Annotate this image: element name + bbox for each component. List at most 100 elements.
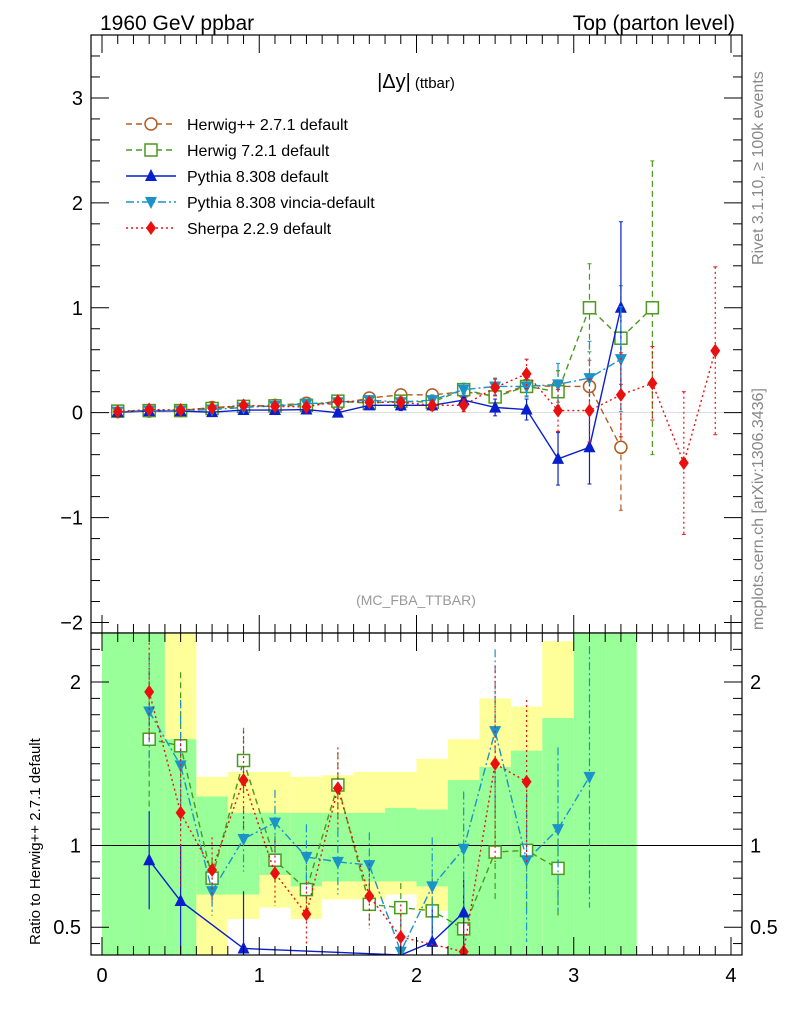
ratio-data-point	[395, 930, 406, 945]
legend-marker	[144, 117, 158, 131]
main-data-point	[269, 399, 280, 414]
x-tick-label: 1	[254, 965, 265, 987]
main-data-point	[582, 301, 597, 315]
main-title-main: |Δy|	[377, 71, 411, 93]
ratio-series-line	[148, 711, 591, 954]
ratio-data-point	[175, 805, 186, 820]
main-data-point	[395, 395, 406, 410]
main-y-tick-label: 1	[72, 298, 83, 320]
ratio-data-point	[143, 853, 156, 866]
ratio-data-point	[143, 706, 156, 719]
main-panel: −2 −1 0 1 2 3 |Δy| (ttbar) (MC_FBA_TTBAR) Herw…	[60, 34, 743, 635]
main-data-point	[615, 387, 626, 402]
main-y-tick-label: −1	[60, 508, 83, 530]
x-tick-label: 2	[411, 965, 422, 987]
ratio-data-point	[300, 851, 313, 864]
main-data-point	[710, 343, 721, 358]
ratio-series-clip	[142, 642, 596, 955]
legend: Herwig++ 2.7.1 default Herwig 7.2.1 defau…	[126, 117, 375, 238]
main-data-point	[552, 379, 565, 392]
main-data-point	[584, 403, 595, 418]
main-series-0	[110, 359, 628, 511]
ratio-data-point	[206, 886, 219, 899]
main-data-point	[144, 402, 155, 417]
main-y-tick-label: 3	[72, 88, 83, 110]
ratio-data-point	[363, 860, 376, 873]
ratio-ticks: 0.5 0.5 1 1 2 2 0 1 2 3 4	[53, 633, 778, 987]
main-series-4	[112, 266, 721, 535]
main-data-point	[520, 381, 533, 394]
main-data-point	[489, 400, 502, 413]
legend-marker	[144, 143, 158, 157]
legend-entry-0: Herwig++ 2.7.1 default	[126, 117, 349, 134]
legend-label: Pythia 8.308 default	[187, 169, 329, 186]
main-data-point	[553, 403, 564, 418]
main-data-point	[645, 301, 660, 315]
main-data-point	[364, 395, 375, 410]
legend-label: Herwig++ 2.7.1 default	[187, 117, 349, 134]
main-data-point	[458, 398, 469, 413]
x-tick-label: 0	[96, 965, 107, 987]
mcplots-reference-label: mcplots.cern.ch [arXiv:1306.3436]	[750, 388, 767, 630]
ratio-data-point	[394, 900, 408, 915]
main-data-point	[614, 354, 627, 367]
ratio-data-point	[174, 894, 187, 907]
main-series-line	[117, 350, 716, 466]
main-data-point	[332, 394, 343, 409]
ratio-green-band	[385, 807, 417, 882]
main-data-point	[614, 440, 628, 455]
legend-entry-2: Pythia 8.308 default	[126, 169, 329, 186]
ratio-panel: 0.5 0.5 1 1 2 2 0 1 2 3 4 Ratio to Herwig++ 2.7.1 …	[27, 632, 778, 987]
legend-entry-3: Pythia 8.308 vincia-default	[126, 195, 375, 212]
main-series-line	[117, 306, 653, 412]
legend-marker	[145, 197, 157, 209]
ratio-data-point	[457, 905, 470, 918]
ratio-data-point	[490, 756, 501, 771]
rivet-version-label: Rivet 3.1.10, ≥ 100k events	[750, 71, 767, 265]
ratio-data-point	[237, 833, 250, 846]
ratio-data-point	[521, 774, 532, 789]
main-series-layer	[110, 160, 721, 535]
ratio-green-band	[542, 717, 574, 955]
main-data-point	[331, 405, 344, 418]
main-data-point	[647, 376, 658, 391]
main-data-point	[520, 402, 533, 415]
ratio-series-layer	[142, 642, 596, 955]
main-data-point	[583, 440, 596, 453]
x-tick-label: 4	[725, 965, 736, 987]
main-data-point	[112, 404, 123, 419]
legend-entry-4: Sherpa 2.2.9 default	[126, 221, 332, 238]
legend-entry-1: Herwig 7.2.1 default	[126, 143, 330, 160]
ratio-data-point	[174, 760, 187, 773]
main-data-point	[490, 380, 501, 395]
main-title: |Δy| (ttbar)	[377, 71, 455, 93]
main-series-line	[117, 307, 622, 460]
ratio-y-tick-label-left: 1	[70, 835, 81, 857]
ratio-y-tick-label-right: 0.5	[750, 917, 778, 939]
legend-marker	[146, 221, 156, 235]
main-data-point	[207, 400, 218, 415]
ratio-data-point	[207, 863, 218, 878]
ratio-data-point	[364, 889, 375, 904]
ratio-y-tick-label-left: 0.5	[53, 917, 81, 939]
main-data-point	[521, 366, 532, 381]
ratio-data-point	[552, 824, 565, 837]
main-watermark: (MC_FBA_TTBAR)	[356, 592, 476, 608]
main-data-point	[238, 398, 249, 413]
ratio-data-point	[238, 773, 249, 788]
ratio-data-point	[426, 881, 439, 894]
main-data-point	[427, 398, 438, 413]
ratio-ylabel: Ratio to Herwig++ 2.7.1 default	[27, 737, 44, 945]
main-data-point	[678, 456, 689, 471]
ratio-data-point	[457, 843, 470, 856]
ratio-y-tick-label-left: 2	[70, 672, 81, 694]
ratio-y-tick-label-right: 1	[750, 835, 761, 857]
main-data-point	[301, 399, 312, 414]
ratio-series-3	[144, 642, 532, 955]
legend-label: Sherpa 2.2.9 default	[187, 221, 332, 238]
ratio-data-point	[583, 771, 596, 784]
main-title-sub: (ttbar)	[415, 75, 455, 92]
main-y-tick-label: 0	[72, 403, 83, 425]
ratio-data-point	[426, 934, 439, 947]
